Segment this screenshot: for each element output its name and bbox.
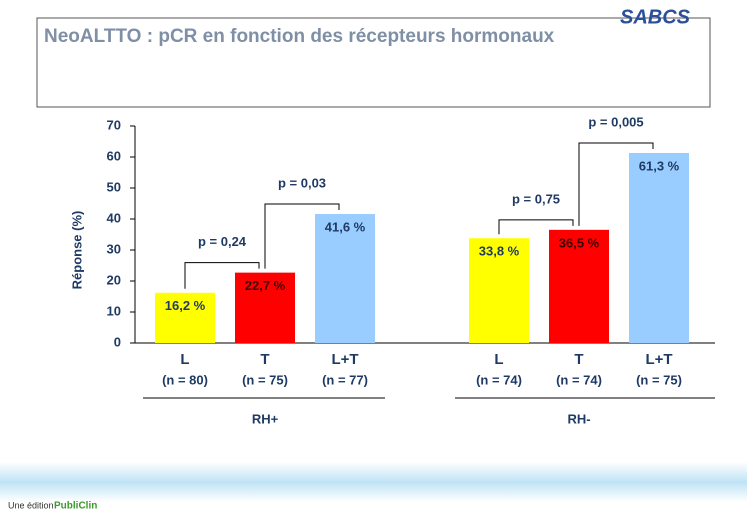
y-tick-label: 70: [107, 117, 121, 132]
category-note: (n = 74): [556, 372, 602, 387]
y-tick-label: 50: [107, 179, 121, 194]
footer-band: [0, 462, 747, 502]
value-label: 16,2 %: [165, 298, 206, 313]
p-value: p = 0,03: [278, 175, 326, 190]
y-tick-label: 30: [107, 241, 121, 256]
y-axis-label: Réponse (%): [69, 211, 84, 290]
bar: [629, 152, 689, 343]
y-tick-label: 0: [114, 334, 121, 349]
comparison-bracket: [264, 203, 340, 269]
category-label: L: [494, 351, 503, 368]
comparison-bracket: [578, 142, 654, 226]
category-note: (n = 77): [322, 372, 368, 387]
logo: SABCS: [620, 6, 691, 28]
bar: [235, 272, 295, 343]
category-label: L: [180, 351, 189, 368]
title: NeoALTTO : pCR en fonction des récepteur…: [44, 26, 555, 47]
y-tick-label: 40: [107, 210, 121, 225]
bar: [469, 238, 529, 343]
bar: [549, 229, 609, 343]
footer-brand: PubliClin: [54, 501, 97, 512]
category-note: (n = 75): [636, 372, 682, 387]
y-tick-label: 20: [107, 272, 121, 287]
value-label: 61,3 %: [639, 158, 680, 173]
category-note: (n = 74): [476, 372, 522, 387]
p-value: p = 0,75: [512, 191, 560, 206]
p-value: p = 0,005: [588, 114, 643, 129]
value-label: 33,8 %: [479, 244, 520, 259]
category-note: (n = 80): [162, 372, 208, 387]
value-label: 36,5 %: [559, 235, 600, 250]
category-label: L+T: [331, 351, 358, 368]
y-tick-label: 60: [107, 148, 121, 163]
comparison-bracket: [498, 219, 574, 235]
category-label: T: [260, 351, 269, 368]
value-label: 22,7 %: [245, 278, 286, 293]
group-label: RH-: [567, 411, 590, 426]
p-value: p = 0,24: [198, 234, 247, 249]
value-label: 41,6 %: [325, 219, 366, 234]
comparison-bracket: [184, 262, 260, 289]
group-label: RH+: [252, 411, 279, 426]
y-tick-label: 10: [107, 303, 121, 318]
category-label: T: [574, 351, 583, 368]
bar: [315, 214, 375, 343]
bar: [155, 292, 215, 343]
title-box: [36, 17, 711, 108]
category-note: (n = 75): [242, 372, 288, 387]
footer-prefix: Une édition: [8, 500, 54, 510]
category-label: L+T: [645, 351, 672, 368]
